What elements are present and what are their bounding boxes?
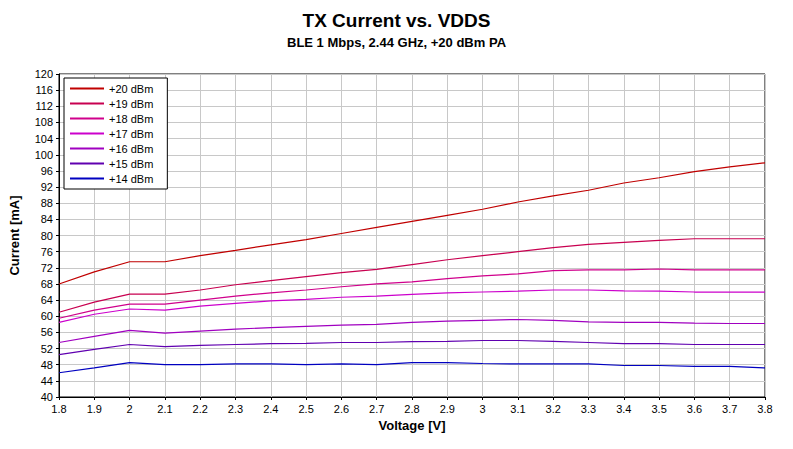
svg-text:88: 88 [41,197,53,209]
svg-text:3.8: 3.8 [757,403,772,415]
svg-text:TX Current vs. VDDS: TX Current vs. VDDS [303,10,491,31]
svg-text:2.7: 2.7 [369,403,384,415]
svg-text:+16 dBm: +16 dBm [109,143,153,155]
svg-text:3.7: 3.7 [722,403,737,415]
svg-text:+14 dBm: +14 dBm [109,173,153,185]
svg-text:92: 92 [41,181,53,193]
svg-text:100: 100 [35,149,53,161]
svg-text:3: 3 [480,403,486,415]
svg-text:108: 108 [35,116,53,128]
svg-text:56: 56 [41,326,53,338]
svg-text:3.3: 3.3 [581,403,596,415]
svg-text:2.1: 2.1 [157,403,172,415]
svg-text:52: 52 [41,343,53,355]
svg-text:3.5: 3.5 [651,403,666,415]
svg-text:3.6: 3.6 [687,403,702,415]
svg-text:+18 dBm: +18 dBm [109,113,153,125]
svg-text:2.8: 2.8 [404,403,419,415]
svg-text:2.5: 2.5 [298,403,313,415]
svg-text:68: 68 [41,278,53,290]
svg-text:76: 76 [41,246,53,258]
svg-text:2.3: 2.3 [228,403,243,415]
svg-text:+17 dBm: +17 dBm [109,128,153,140]
svg-text:84: 84 [41,213,53,225]
svg-text:2.4: 2.4 [263,403,278,415]
svg-text:+20 dBm: +20 dBm [109,83,153,95]
svg-text:3.1: 3.1 [510,403,525,415]
svg-text:3.4: 3.4 [616,403,631,415]
svg-text:40: 40 [41,391,53,403]
svg-text:Current [mA]: Current [mA] [7,195,22,275]
svg-text:BLE 1 Mbps, 2.44 GHz, +20 dBm: BLE 1 Mbps, 2.44 GHz, +20 dBm PA [287,35,507,50]
svg-text:1.8: 1.8 [51,403,66,415]
svg-text:96: 96 [41,165,53,177]
svg-text:+15 dBm: +15 dBm [109,158,153,170]
svg-text:2: 2 [127,403,133,415]
svg-text:112: 112 [35,100,53,112]
svg-text:44: 44 [41,375,53,387]
svg-text:+19 dBm: +19 dBm [109,98,153,110]
svg-text:104: 104 [35,133,53,145]
svg-text:1.9: 1.9 [87,403,102,415]
svg-text:2.9: 2.9 [440,403,455,415]
svg-text:48: 48 [41,359,53,371]
svg-text:64: 64 [41,294,53,306]
svg-text:3.2: 3.2 [546,403,561,415]
svg-text:2.6: 2.6 [334,403,349,415]
svg-text:Voltage [V]: Voltage [V] [379,418,446,433]
svg-text:60: 60 [41,310,53,322]
svg-text:120: 120 [35,68,53,80]
svg-text:116: 116 [35,84,53,96]
svg-text:72: 72 [41,262,53,274]
svg-text:2.2: 2.2 [193,403,208,415]
svg-text:80: 80 [41,230,53,242]
